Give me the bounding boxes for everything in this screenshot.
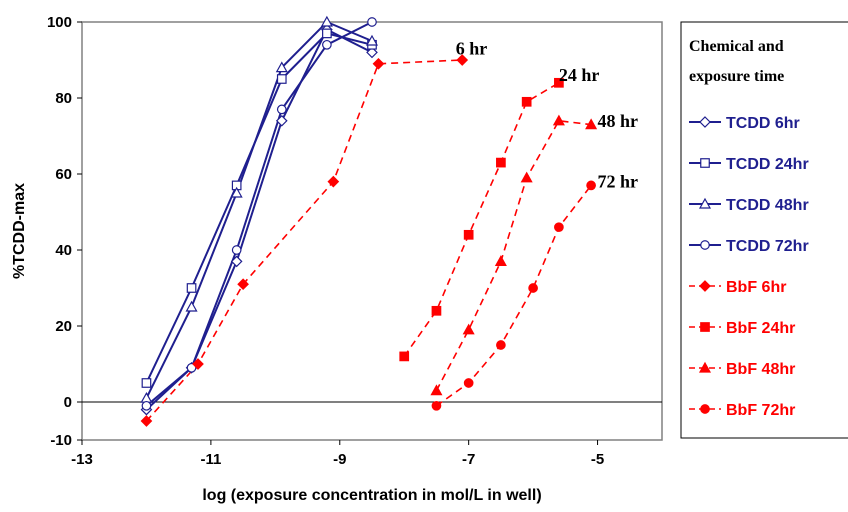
data-point-bbf-72hr (463, 378, 474, 388)
x-tick-label: -9 (333, 451, 346, 468)
data-point-bbf-48hr (494, 255, 507, 266)
data-point-bbf-72hr (554, 222, 564, 233)
legend-items: TCDD 6hr TCDD 24hr TCDD 48hr TCDD 72hr BbF 6… (689, 115, 809, 419)
data-point-tcdd-48hr (365, 34, 379, 46)
data-point-tcdd-72hr (367, 17, 377, 27)
legend-label: TCDD 6hr (726, 115, 800, 132)
data-point-tcdd-48hr (320, 15, 333, 27)
legend-marker (699, 280, 711, 292)
data-point-bbf-72hr (431, 400, 442, 411)
annotation-label: 6 hr (456, 39, 488, 59)
data-point-bbf-6hr (192, 358, 204, 370)
series-lines (145, 20, 592, 422)
legend-label: BbF 72hr (726, 402, 795, 419)
data-point-bbf-48hr (552, 114, 565, 126)
data-point-tcdd-24hr (276, 74, 287, 84)
annotation-label: 24 hr (559, 65, 600, 85)
data-point-bbf-24hr (399, 351, 410, 362)
y-tick-label: 40 (55, 242, 72, 259)
series-line-bbf-48hr (435, 119, 592, 391)
data-point-bbf-72hr (528, 283, 538, 293)
data-point-bbf-6hr (372, 57, 385, 70)
data-point-bbf-24hr (521, 96, 532, 107)
legend-title-line-1: Chemical and (689, 38, 784, 55)
y-tick-label: 100 (47, 14, 72, 31)
data-point-tcdd-72hr (186, 362, 197, 373)
data-point-bbf-48hr (520, 171, 533, 183)
tick-labels: -10 0 20 40 60 80 100 -13 -11 -9 -7 -5 (47, 14, 604, 468)
annotation-label: 48 hr (598, 111, 639, 131)
y-tick-label: 0 (64, 394, 72, 411)
data-point-tcdd-6hr (366, 46, 378, 59)
data-point-tcdd-24hr (186, 283, 197, 293)
legend-label: TCDD 72hr (726, 238, 809, 255)
data-point-bbf-48hr (462, 323, 475, 335)
data-point-tcdd-6hr (230, 255, 243, 268)
legend-label: BbF 6hr (726, 279, 786, 296)
y-tick-label: -10 (50, 432, 72, 449)
data-point-bbf-24hr (431, 305, 442, 316)
y-tick-label: 20 (55, 318, 72, 335)
legend-marker (700, 404, 710, 414)
x-tick-label: -5 (591, 451, 604, 468)
data-point-bbf-6hr (456, 54, 469, 66)
data-point-tcdd-72hr (231, 245, 242, 255)
legend-marker (698, 361, 712, 373)
data-point-bbf-48hr (585, 118, 598, 130)
data-point-bbf-48hr (430, 384, 443, 396)
data-point-tcdd-48hr (230, 186, 243, 198)
data-point-bbf-24hr (463, 229, 474, 240)
legend-label: BbF 24hr (726, 320, 795, 337)
data-point-tcdd-72hr (141, 400, 152, 411)
series-line-tcdd-72hr (145, 21, 373, 407)
data-point-tcdd-48hr (185, 300, 198, 312)
y-tick-label: 80 (55, 90, 72, 107)
data-point-tcdd-72hr (276, 104, 287, 115)
legend-marker (698, 197, 712, 209)
legend: Chemical and exposure time TCDD 6hrTCDD … (680, 21, 848, 439)
legend-title-line-2: exposure time (689, 68, 784, 85)
series-line-bbf-24hr (403, 82, 560, 357)
x-tick-label: -7 (462, 451, 475, 468)
data-point-bbf-6hr (327, 175, 340, 188)
annotation-label: 72 hr (598, 172, 639, 192)
legend-label: TCDD 24hr (726, 156, 809, 173)
y-tick-label: 60 (55, 166, 72, 183)
annotations: 6 hr 24 hr 48 hr 72 hr (456, 39, 638, 192)
data-point-bbf-72hr (586, 180, 596, 191)
x-tick-label: -11 (200, 451, 221, 468)
data-point-bbf-24hr (554, 77, 564, 88)
data-point-tcdd-6hr (275, 114, 288, 127)
legend-label: TCDD 48hr (726, 197, 809, 214)
y-axis-title: %TCDD-max (11, 183, 28, 279)
series-markers (140, 15, 598, 427)
x-tick-label: -13 (71, 451, 93, 468)
series-line-bbf-6hr (145, 59, 463, 422)
series-line-tcdd-6hr (145, 28, 373, 411)
legend-label: BbF 48hr (726, 361, 795, 378)
x-axis-title: log (exposure concentration in mol/L in … (202, 487, 541, 504)
legend-marker (699, 116, 711, 128)
data-point-tcdd-72hr (322, 39, 332, 50)
legend-marker (700, 322, 710, 332)
data-point-tcdd-24hr (322, 28, 332, 39)
data-point-bbf-6hr (140, 415, 153, 427)
data-point-tcdd-48hr (140, 391, 153, 403)
series-line-tcdd-48hr (145, 20, 373, 399)
series-line-bbf-72hr (435, 184, 592, 407)
data-point-tcdd-24hr (141, 378, 152, 388)
data-point-bbf-24hr (496, 157, 506, 168)
legend-marker (700, 240, 710, 250)
data-point-bbf-72hr (496, 340, 506, 350)
data-point-bbf-6hr (237, 278, 249, 291)
legend-marker (700, 158, 710, 168)
data-point-tcdd-48hr (275, 61, 288, 73)
